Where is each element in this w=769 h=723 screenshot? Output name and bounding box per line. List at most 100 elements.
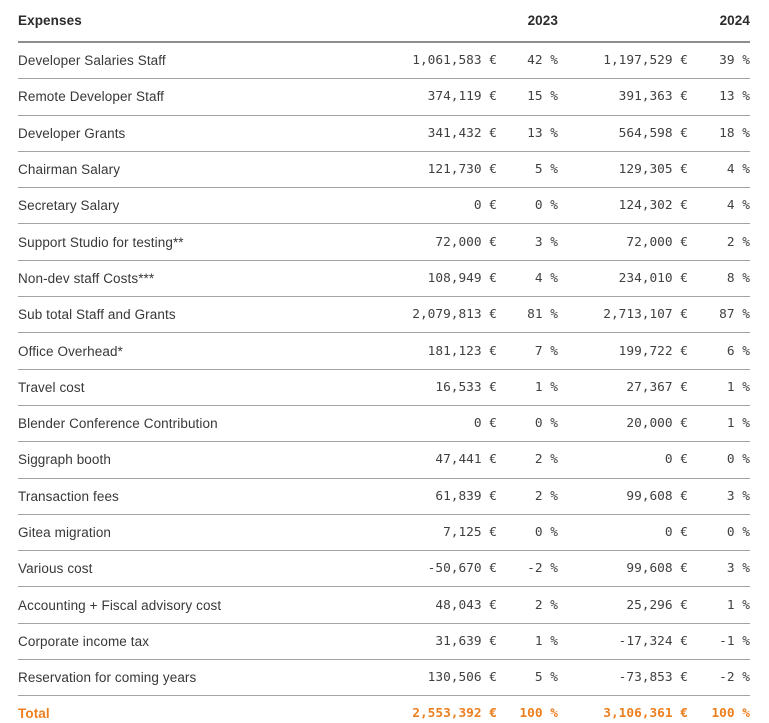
percent-2023: 5 % <box>534 670 558 686</box>
table-row: Chairman Salary 121,730 € 5 % 129,305 € … <box>18 152 750 189</box>
amount-2023: 16,533 € <box>435 379 497 395</box>
total-percent-2023: 100 % <box>519 706 558 722</box>
amount-2024: 72,000 € <box>626 234 688 250</box>
table-row: Various cost -50,670 € -2 % 99,608 € 3 % <box>18 551 750 588</box>
expense-label: Office Overhead* <box>18 343 123 359</box>
table-header-row: Expenses 2023 2024 <box>18 0 750 43</box>
amount-2024: 2,713,107 € <box>603 307 688 323</box>
percent-2024: 3 % <box>726 488 750 504</box>
table-row: Gitea migration 7,125 € 0 % 0 € 0 % <box>18 515 750 552</box>
total-amount-2023: 2,553,392 € <box>412 706 497 722</box>
percent-2023: 0 % <box>534 525 558 540</box>
amount-2023: 31,639 € <box>435 633 497 649</box>
percent-2024: 3 % <box>726 561 750 577</box>
amount-2023: 1,061,583 € <box>412 53 497 69</box>
table-row: Secretary Salary 0 € 0 % 124,302 € 4 % <box>18 188 750 225</box>
total-row: Total 2,553,392 € 100 % 3,106,361 € 100 … <box>18 696 750 723</box>
percent-2023: 7 % <box>534 343 558 359</box>
percent-2024: 2 % <box>726 234 750 250</box>
amount-2024: 199,722 € <box>618 343 688 359</box>
amount-2024: 25,296 € <box>626 597 688 613</box>
total-amount-2024: 3,106,361 € <box>603 706 688 722</box>
amount-2024: 564,598 € <box>618 125 688 141</box>
amount-2024: 0 € <box>664 525 688 540</box>
amount-2023: 72,000 € <box>435 234 497 250</box>
table-row: Sub total Staff and Grants 2,079,813 € 8… <box>18 297 750 334</box>
expense-label: Developer Grants <box>18 125 126 141</box>
expense-label: Blender Conference Contribution <box>18 416 218 432</box>
expense-label: Developer Salaries Staff <box>18 53 166 69</box>
amount-2024: 27,367 € <box>626 379 688 395</box>
amount-2024: 1,197,529 € <box>603 53 688 69</box>
amount-2023: 7,125 € <box>443 525 497 540</box>
table-row: Siggraph booth 47,441 € 2 % 0 € 0 % <box>18 442 750 479</box>
percent-2024: 4 % <box>726 162 750 178</box>
percent-2023: 4 % <box>534 270 558 286</box>
percent-2024: 87 % <box>719 307 750 323</box>
amount-2023: 121,730 € <box>427 162 497 178</box>
amount-2024: 99,608 € <box>626 561 688 577</box>
percent-2023: 2 % <box>534 488 558 504</box>
table-row: Reservation for coming years 130,506 € 5… <box>18 660 750 697</box>
amount-2024: 20,000 € <box>626 416 688 432</box>
amount-2023: 0 € <box>473 416 497 432</box>
expense-label: Siggraph booth <box>18 452 111 468</box>
table-row: Support Studio for testing** 72,000 € 3 … <box>18 224 750 261</box>
percent-2023: 2 % <box>534 452 558 468</box>
amount-2024: 129,305 € <box>618 162 688 178</box>
total-label: Total <box>18 706 50 722</box>
amount-2023: 108,949 € <box>427 270 497 286</box>
table-row: Developer Salaries Staff 1,061,583 € 42 … <box>18 43 750 80</box>
percent-2023: 15 % <box>527 89 558 105</box>
expense-label: Support Studio for testing** <box>18 234 184 250</box>
percent-2024: 4 % <box>726 198 750 214</box>
percent-2023: 0 % <box>534 416 558 432</box>
expense-label: Remote Developer Staff <box>18 89 165 105</box>
expense-label: Transaction fees <box>18 488 119 504</box>
table-row: Accounting + Fiscal advisory cost 48,043… <box>18 587 750 624</box>
percent-2023: 2 % <box>534 597 558 613</box>
expense-label: Sub total Staff and Grants <box>18 307 176 323</box>
header-year-2023: 2023 <box>527 13 558 28</box>
expense-label: Travel cost <box>18 379 85 395</box>
amount-2024: -73,853 € <box>618 670 688 686</box>
expense-label: Various cost <box>18 561 93 577</box>
table-row: Remote Developer Staff 374,119 € 15 % 39… <box>18 79 750 116</box>
table-row: Blender Conference Contribution 0 € 0 % … <box>18 406 750 443</box>
table-row: Travel cost 16,533 € 1 % 27,367 € 1 % <box>18 370 750 406</box>
percent-2024: 18 % <box>719 125 750 141</box>
amount-2024: 0 € <box>664 452 688 468</box>
percent-2024: 8 % <box>726 270 750 286</box>
total-percent-2024: 100 % <box>711 706 750 722</box>
percent-2023: 5 % <box>534 162 558 178</box>
amount-2023: 2,079,813 € <box>412 307 497 323</box>
expense-label: Accounting + Fiscal advisory cost <box>18 597 222 613</box>
amount-2023: 341,432 € <box>427 125 497 141</box>
expense-label: Reservation for coming years <box>18 670 197 686</box>
table-row: Developer Grants 341,432 € 13 % 564,598 … <box>18 116 750 152</box>
percent-2024: -2 % <box>719 670 750 686</box>
amount-2024: 124,302 € <box>618 198 688 214</box>
amount-2023: 130,506 € <box>427 670 497 686</box>
amount-2024: 391,363 € <box>618 89 688 105</box>
percent-2023: 3 % <box>534 234 558 250</box>
amount-2024: 234,010 € <box>618 270 688 286</box>
amount-2023: 47,441 € <box>435 452 497 468</box>
expense-label: Non-dev staff Costs*** <box>18 270 155 286</box>
percent-2024: 1 % <box>726 379 750 395</box>
expenses-table: Expenses 2023 2024 Developer Salaries St… <box>18 0 750 723</box>
expense-label: Secretary Salary <box>18 198 120 214</box>
percent-2023: 0 % <box>534 198 558 214</box>
table-row: Transaction fees 61,839 € 2 % 99,608 € 3… <box>18 479 750 515</box>
percent-2023: 1 % <box>534 633 558 649</box>
amount-2024: -17,324 € <box>618 633 688 649</box>
expense-label: Corporate income tax <box>18 633 150 649</box>
percent-2023: 13 % <box>527 125 558 141</box>
header-year-2024: 2024 <box>719 13 750 28</box>
percent-2024: -1 % <box>719 633 750 649</box>
percent-2023: -2 % <box>527 561 558 577</box>
table-row: Office Overhead* 181,123 € 7 % 199,722 €… <box>18 333 750 370</box>
amount-2023: 374,119 € <box>427 89 497 105</box>
amount-2023: -50,670 € <box>427 561 497 577</box>
expense-label: Chairman Salary <box>18 162 121 178</box>
